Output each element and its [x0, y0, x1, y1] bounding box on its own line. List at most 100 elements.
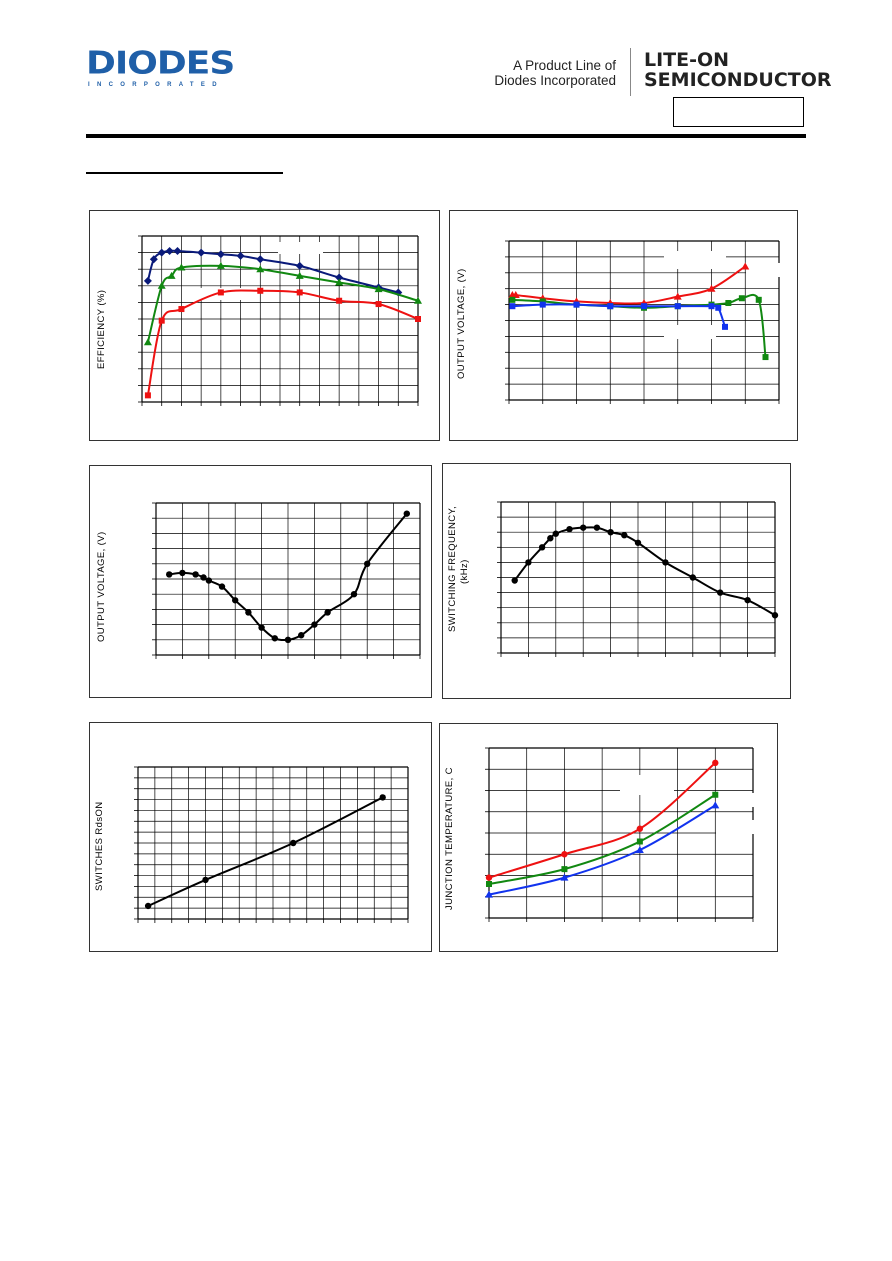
- series-line-green: [488, 793, 716, 885]
- data-point: [717, 589, 724, 596]
- legend-area: [664, 251, 726, 269]
- data-point: [525, 559, 532, 566]
- data-point: [379, 794, 386, 801]
- tagline-line1: A Product Line of: [513, 58, 616, 73]
- data-point: [741, 262, 750, 270]
- data-point: [350, 591, 358, 598]
- data-point: [158, 317, 165, 324]
- data-point: [177, 263, 186, 271]
- plot-area: [134, 766, 409, 923]
- data-point: [157, 281, 166, 289]
- vout-load-chart: [505, 240, 786, 404]
- legend-area: [664, 325, 716, 339]
- data-point: [607, 303, 614, 310]
- data-point: [715, 304, 722, 311]
- data-point: [485, 890, 493, 898]
- data-point: [486, 881, 492, 887]
- data-point: [284, 636, 292, 643]
- data-point: [738, 295, 745, 302]
- diodes-logo-subtext: INCORPORATED: [88, 82, 224, 88]
- data-point: [197, 248, 206, 257]
- data-point: [375, 301, 382, 308]
- series-line-green: [146, 264, 419, 343]
- data-point: [216, 261, 225, 269]
- efficiency-chart: [138, 235, 422, 406]
- series-line-blue: [512, 303, 726, 328]
- data-point: [205, 577, 212, 584]
- data-point: [673, 292, 682, 300]
- data-point: [256, 255, 265, 264]
- chart-panel-junction-temp: JUNCTION TEMPERATURE, C: [439, 723, 778, 952]
- data-point: [311, 621, 318, 628]
- data-point: [707, 284, 716, 292]
- data-point: [178, 306, 185, 313]
- data-point: [641, 303, 647, 310]
- data-point: [173, 246, 182, 255]
- data-point: [236, 251, 245, 260]
- chart-panel-efficiency: EFFICIENCY (%): [89, 210, 440, 441]
- part-number-box: [673, 97, 804, 127]
- plot-area: [497, 501, 779, 657]
- chart-panel-vout-temp: OUTPUT VOLTAGE, (V): [89, 465, 432, 698]
- data-point: [539, 298, 546, 305]
- data-point: [762, 354, 769, 361]
- data-point: [257, 287, 264, 294]
- data-point: [755, 296, 762, 303]
- data-point: [511, 291, 520, 299]
- brand-line2: SEMICONDUCTOR: [644, 69, 832, 91]
- data-point: [509, 303, 516, 310]
- data-point: [335, 273, 344, 282]
- data-point: [674, 303, 681, 310]
- data-point: [712, 791, 719, 798]
- chart-panel-freq-temp: SWITCHING FREQUENCY, (kHz): [442, 463, 791, 699]
- data-point: [509, 296, 516, 303]
- data-point: [662, 559, 669, 566]
- data-point: [218, 583, 226, 590]
- data-point: [635, 846, 644, 853]
- legend-area: [746, 263, 786, 277]
- data-point: [167, 271, 176, 279]
- legend-area: [278, 242, 323, 254]
- legend-area: [716, 793, 756, 807]
- series-line-red: [488, 762, 716, 879]
- data-point: [744, 596, 751, 604]
- data-point: [722, 323, 728, 330]
- data-point: [336, 297, 343, 304]
- chart-panel-vout-load: OUTPUT VOLTAGE, (V): [449, 210, 798, 441]
- data-point: [566, 525, 573, 533]
- data-point: [296, 289, 303, 296]
- data-point: [144, 902, 152, 910]
- data-point: [216, 250, 225, 259]
- data-point: [561, 851, 568, 858]
- data-point: [552, 530, 559, 537]
- tagline: A Product Line of Diodes Incorporated: [450, 58, 616, 88]
- legend-area: [716, 820, 756, 834]
- legend-area: [620, 775, 674, 795]
- plot-area: [505, 240, 786, 404]
- data-point: [636, 838, 643, 845]
- data-point: [295, 271, 304, 279]
- data-point: [166, 571, 173, 578]
- data-point: [547, 535, 554, 542]
- data-point: [364, 560, 371, 567]
- series-line-black: [147, 796, 384, 907]
- data-point: [271, 635, 278, 642]
- data-point: [295, 261, 304, 270]
- data-point: [232, 597, 239, 604]
- plot-area: [138, 235, 422, 406]
- data-point: [725, 300, 732, 307]
- data-point: [258, 624, 265, 631]
- data-point: [573, 301, 580, 308]
- data-point: [179, 569, 186, 577]
- data-point: [143, 338, 152, 346]
- data-point: [560, 873, 569, 881]
- data-point: [403, 510, 410, 517]
- header-rule: [86, 134, 806, 138]
- data-point: [200, 574, 207, 581]
- data-point: [593, 524, 601, 531]
- data-point: [771, 612, 779, 619]
- diodes-logo: DIODES: [86, 46, 235, 82]
- data-point: [217, 289, 224, 296]
- data-point: [712, 759, 719, 767]
- data-point: [165, 246, 174, 255]
